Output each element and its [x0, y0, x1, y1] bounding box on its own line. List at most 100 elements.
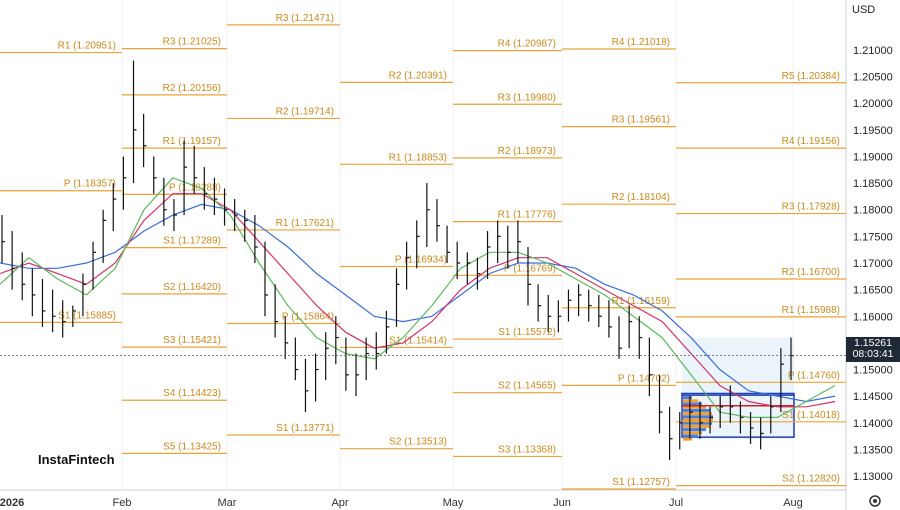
pivot-label: R2 (1.16700) [782, 267, 840, 278]
moving-average-line [0, 193, 836, 408]
price-bar [760, 417, 764, 450]
y-tick-label: 1.13000 [853, 471, 893, 483]
price-bar [153, 156, 157, 194]
y-tick-label: 1.15000 [853, 365, 893, 377]
last-price-value: 1.15261 [854, 337, 892, 349]
price-bar [72, 305, 76, 327]
price-bar [234, 199, 238, 232]
y-tick-label: 1.18500 [853, 178, 893, 190]
price-bar [274, 284, 279, 338]
pivot-label: S1 (1.15885) [58, 310, 116, 321]
y-tick-label: 1.16500 [853, 285, 893, 297]
currency-selector[interactable]: USD [846, 0, 900, 22]
price-bar [304, 358, 309, 413]
y-tick-label: 1.14500 [853, 391, 893, 403]
price-bar [51, 289, 56, 333]
price-bar [567, 289, 572, 322]
pivot-label: P (1.16934) [395, 255, 447, 266]
y-tick-label: 1.17500 [853, 231, 893, 243]
pivot-label: S2 (1.16420) [163, 282, 221, 293]
pivot-label: S1 (1.14018) [782, 410, 840, 421]
x-tick-label: May [443, 497, 464, 509]
pivot-label: R1 (1.19157) [163, 136, 221, 147]
y-tick-label: 1.17000 [853, 258, 893, 270]
price-bar [648, 337, 653, 397]
price-bar [1, 215, 5, 263]
pivot-label: R2 (1.19714) [276, 106, 334, 117]
y-tick-label: 1.20000 [853, 98, 893, 110]
y-tick-label: 1.21000 [853, 45, 893, 57]
price-bar [547, 294, 552, 333]
pivot-label: S1 (1.12757) [612, 477, 670, 488]
price-bar [679, 412, 683, 450]
moving-averages [0, 177, 836, 418]
pivot-label: R1 (1.16159) [612, 296, 670, 307]
y-tick-label: 1.19500 [853, 125, 893, 137]
axes: 1.21000 1.20500 1.20000 1.19500 1.19000 1.185… [0, 45, 893, 509]
price-bar [416, 220, 420, 269]
pivot-label: R3 (1.21025) [163, 37, 221, 48]
price-bar [355, 353, 360, 397]
logo-background [30, 441, 116, 479]
volume-profile-bar [683, 424, 710, 428]
pivot-label: R3 (1.17928) [782, 202, 840, 213]
x-tick-label: Aug [783, 497, 803, 509]
volume-profile-bar [683, 437, 692, 441]
pivot-label: S3 (1.13368) [498, 444, 556, 455]
x-tick-label: Mar [218, 497, 237, 509]
pivot-label: P (1.14760) [788, 370, 840, 381]
volume-profile-bar [683, 421, 712, 425]
price-bar [132, 60, 137, 184]
pivot-label: P (1.14702) [618, 373, 670, 384]
pivot-levels: R1 (1.20951) P (1.18357) S1 (1.15885) R3 (1… [0, 13, 846, 490]
price-bar [598, 294, 602, 327]
y-tick-label: 1.13500 [853, 444, 893, 456]
price-bar [112, 183, 117, 232]
pivot-label: P (1.16769) [504, 263, 556, 274]
settings-gear-icon[interactable] [868, 494, 882, 508]
pivot-label: S1 (1.17289) [163, 236, 221, 247]
price-bar [658, 374, 663, 434]
volume-profile-bar [683, 405, 706, 409]
price-bar [223, 188, 228, 226]
pivot-label: S1 (1.13771) [276, 423, 334, 434]
price-bar [92, 241, 97, 290]
price-bar [689, 396, 693, 439]
volume-profile-bar [683, 399, 698, 403]
price-bar [608, 300, 612, 338]
volume-profile [681, 337, 795, 441]
pivot-label: R4 (1.21018) [612, 37, 670, 48]
price-bar [476, 257, 481, 290]
x-tick-label: Feb [113, 497, 132, 509]
volume-profile-bar [683, 431, 702, 435]
x-tick-label: Jul [669, 497, 683, 509]
pivot-label: R2 (1.18104) [612, 192, 670, 203]
price-bar [537, 284, 542, 322]
price-bar [395, 268, 400, 327]
price-bar [345, 337, 349, 391]
pivot-label: R1 (1.17776) [498, 210, 556, 221]
moving-average-line [0, 203, 836, 403]
price-bar [335, 316, 339, 365]
price-bar [557, 300, 562, 333]
pivot-label: S2 (1.12820) [782, 474, 840, 485]
pivot-label: R2 (1.20156) [163, 83, 221, 94]
price-bar [436, 199, 440, 242]
pivot-label: R1 (1.18853) [389, 152, 447, 163]
y-tick-label: 1.20500 [853, 72, 893, 84]
price-bar [314, 353, 319, 402]
volume-profile-frame [681, 392, 795, 438]
volume-profile-bar [683, 408, 710, 412]
price-bar [507, 225, 511, 269]
pivot-label: R2 (1.20391) [389, 70, 447, 81]
pivot-label: S4 (1.14423) [163, 388, 221, 399]
pivot-label: R5 (1.20384) [782, 71, 840, 82]
countdown-timer: 08:03:41 [852, 348, 894, 360]
price-bar [11, 231, 16, 290]
pivot-label: R4 (1.20987) [498, 39, 556, 50]
price-bar [82, 273, 86, 317]
price-bar [31, 268, 36, 317]
pivot-label: S5 (1.13425) [163, 441, 221, 452]
price-bar [325, 332, 329, 381]
